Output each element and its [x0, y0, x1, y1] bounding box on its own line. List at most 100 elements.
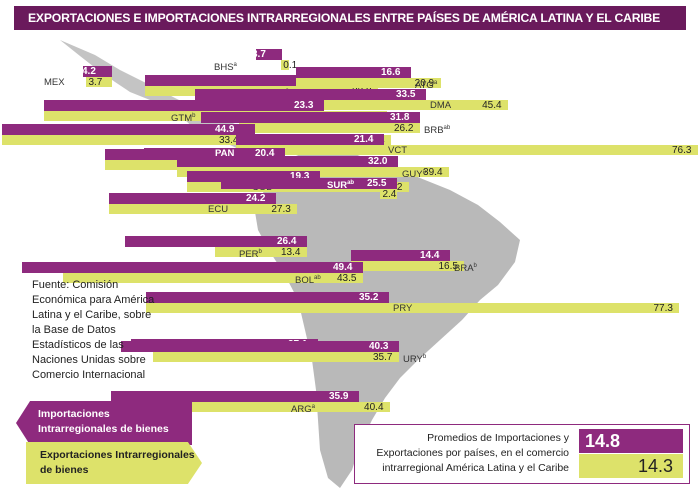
import-value-col: 19.3	[290, 171, 310, 182]
export-value-guy: 39.4	[423, 167, 443, 178]
country-code-sur: SURab	[327, 180, 355, 192]
import-value-atg: 16.6	[381, 67, 401, 78]
export-value-sur: 2.4	[382, 189, 397, 200]
import-bar-mex	[83, 66, 112, 77]
export-value-bol: 43.5	[337, 273, 357, 284]
import-value-bra: 14.4	[420, 250, 440, 261]
import-bar-vct	[236, 134, 384, 145]
country-note-bol: ab	[314, 275, 321, 281]
country-code-dma: DMA	[430, 100, 452, 111]
import-bar-guy	[177, 156, 398, 167]
country-code-bhs: BHSa	[214, 62, 237, 74]
import-value-ury: 40.3	[369, 341, 389, 352]
country-note-bhs: a	[233, 62, 237, 68]
country-note-atg: a	[433, 80, 438, 86]
country-code-vct: VCT	[388, 145, 407, 156]
country-code-pan: PAN	[215, 148, 235, 159]
export-value-mex: 3.7	[88, 77, 103, 88]
country-code-gtm: GTMb	[171, 113, 196, 125]
country-code-ecu: ECU	[208, 204, 229, 215]
import-bar-dma	[194, 89, 426, 100]
import-bar-bhs	[256, 49, 282, 60]
import-value-pan: 20.4	[255, 148, 275, 159]
import-bar-per	[124, 236, 307, 247]
country-code-mex: MEX	[44, 77, 65, 88]
import-value-sur: 25.5	[367, 178, 387, 189]
export-bar-ury	[152, 352, 399, 362]
import-value-arg: 35.9	[329, 391, 349, 402]
import-value-guy: 32.0	[368, 156, 388, 167]
country-note-ury: b	[422, 354, 427, 360]
import-bar-bra	[350, 250, 450, 261]
country-code-atg: ATGa	[415, 80, 438, 92]
import-value-pry: 35.2	[359, 292, 379, 303]
import-bar-arg	[111, 391, 359, 402]
source-note: Fuente: Comisión Económica para América …	[32, 279, 155, 381]
export-bar-bra	[350, 261, 465, 271]
country-note-guy: a	[422, 169, 426, 175]
export-value-vct: 76.3	[672, 145, 692, 156]
export-bar-dma	[194, 100, 509, 110]
country-note-bra: b	[473, 263, 477, 269]
country-note-per: b	[258, 249, 262, 255]
export-value-bra: 16.5	[438, 261, 458, 272]
export-bar-per	[214, 247, 307, 257]
import-bar-pan	[144, 148, 285, 159]
export-value-per: 13.4	[281, 247, 301, 258]
import-value-brb: 31.8	[390, 112, 410, 123]
country-code-per: PERb	[239, 249, 262, 261]
average-exports-value: 14.3	[579, 454, 683, 478]
export-value-brb: 26.2	[394, 123, 414, 134]
country-note-sur: ab	[347, 180, 355, 186]
export-bar-sur	[380, 189, 397, 199]
import-bar-col	[186, 171, 320, 182]
import-value-bol: 49.4	[333, 262, 353, 273]
import-bar-bol	[22, 262, 363, 273]
import-value-per: 26.4	[277, 236, 297, 247]
export-value-pry: 77.3	[653, 303, 673, 314]
export-value-bhs: 0.1	[283, 60, 298, 71]
country-code-bol: BOLab	[295, 275, 321, 287]
export-bar-atg	[296, 78, 441, 88]
export-bar-arg	[111, 402, 391, 412]
legend-imports: Importaciones Intrarregionales de bienes	[16, 401, 192, 445]
import-value-bhs: 3.7	[252, 49, 266, 60]
import-value-ecu: 24.2	[246, 193, 266, 204]
import-bar-sur	[221, 178, 397, 189]
export-bar-vct	[236, 145, 698, 155]
export-bar-pry	[146, 303, 680, 313]
import-bar-gtm	[44, 100, 239, 111]
averages-label: Promedios de Importaciones y Exportacion…	[376, 432, 569, 474]
export-bar-brb	[239, 123, 420, 133]
export-bar-bol	[62, 273, 363, 283]
import-bar-brb	[200, 112, 420, 123]
import-bar-ury	[120, 341, 399, 352]
export-bar-nic	[14, 135, 245, 145]
export-value-atg: 20.9	[414, 78, 435, 89]
import-bar-ecu	[109, 193, 276, 204]
country-code-guy: GUYa	[402, 169, 426, 181]
import-value-nic: 44.9	[215, 124, 235, 135]
import-value-jam: 23.3	[294, 100, 314, 111]
averages-box: Promedios de Importaciones y Exportacion…	[354, 424, 690, 484]
country-code-brb: BRBab	[424, 125, 451, 137]
country-note-gtm: b	[192, 113, 196, 119]
import-value-vct: 21.4	[354, 134, 374, 145]
export-value-ecu: 27.3	[271, 204, 291, 215]
country-code-pry: PRY	[393, 303, 413, 314]
country-note-brb: ab	[443, 125, 451, 131]
export-value-arg: 40.4	[364, 402, 384, 413]
export-bar-ecu	[109, 204, 298, 214]
country-code-bra: BRAb	[454, 263, 477, 275]
export-value-dma: 45.4	[482, 100, 502, 111]
export-value-ury: 35.7	[373, 352, 393, 363]
legend-exports: Exportaciones Intrarregionales de bienes	[26, 442, 202, 484]
import-bar-jam	[163, 100, 324, 111]
country-note-arg: a	[311, 404, 315, 410]
export-bar-bhs	[281, 60, 290, 70]
import-value-dma: 33.5	[396, 89, 416, 100]
import-bar-nic	[2, 124, 245, 135]
average-imports-value: 14.8	[579, 429, 683, 453]
import-bar-pry	[146, 292, 389, 303]
